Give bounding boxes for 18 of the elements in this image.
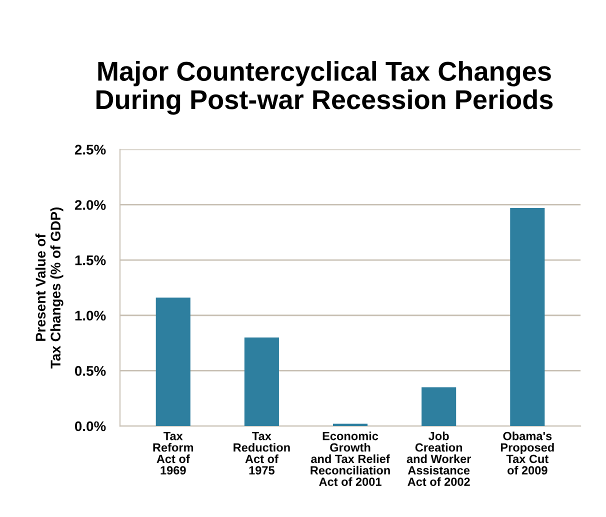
y-tick-label: 2.0% bbox=[74, 200, 106, 210]
y-tick-label: 1.5% bbox=[75, 255, 106, 266]
y-tick-label: 0.0% bbox=[74, 421, 106, 432]
x-tick-label: Economic Growth and Tax Relief Reconciliation Act of 2001 bbox=[310, 432, 390, 486]
bar bbox=[422, 387, 456, 426]
x-tick-label: Obama's Proposed Tax Cut of 2009 bbox=[500, 432, 554, 475]
bar bbox=[332, 424, 368, 426]
x-tick-label: Tax Reform Act of 1969 bbox=[153, 432, 194, 475]
x-tick-label: Job Creation and Worker Assistance Act of 2002 bbox=[406, 432, 472, 486]
bar bbox=[156, 298, 190, 426]
bar bbox=[244, 338, 279, 426]
chart-title: Major Countercyclical Tax Changes During Post-war Recession Periods bbox=[96, 61, 553, 115]
y-axis-title: Present Value of Tax Changes (% of GDP) bbox=[35, 207, 64, 368]
y-tick-label: 2.5% bbox=[74, 144, 106, 155]
y-tick-label: 1.0% bbox=[75, 310, 106, 321]
bar bbox=[510, 208, 545, 426]
y-tick-label: 0.5% bbox=[74, 366, 106, 376]
x-tick-label: Tax Reduction Act of 1975 bbox=[234, 432, 290, 475]
